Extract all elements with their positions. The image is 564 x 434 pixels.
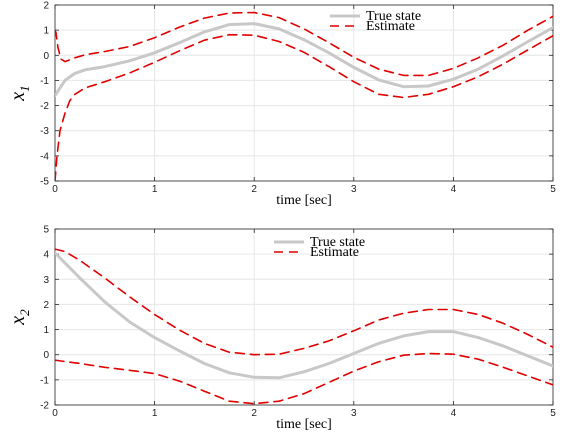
x-tick-label: 3 (351, 184, 357, 195)
x-tick-label: 0 (52, 408, 58, 419)
x-tick-label: 0 (52, 184, 58, 195)
y-axis-label-subscript: 1 (17, 85, 32, 92)
y-tick-label: -1 (40, 76, 49, 87)
x-tick-label: 3 (351, 408, 357, 419)
y-tick-label: 1 (43, 26, 49, 37)
y-tick-label: -2 (40, 401, 49, 412)
y-tick-label: -5 (40, 177, 49, 188)
y-tick-label: 2 (43, 1, 49, 12)
y-tick-label: -3 (40, 126, 49, 137)
estimate-lower-line (55, 352, 553, 405)
y-tick-label: -1 (40, 375, 49, 386)
y-tick-label: 3 (43, 275, 49, 286)
x-tick-label: 1 (152, 408, 158, 419)
y-axis-label: x2 (7, 309, 32, 326)
x-tick-label: 2 (251, 184, 257, 195)
y-axis-label-main: x (7, 316, 29, 326)
x-tick-label: 1 (152, 184, 158, 195)
y-axis-label-main: x (7, 92, 29, 102)
true-state-line (55, 251, 553, 380)
y-tick-label: 1 (43, 325, 49, 336)
x-tick-label: 5 (550, 184, 556, 195)
estimate-upper-line (55, 11, 553, 77)
y-tick-label: 0 (43, 51, 49, 62)
y-tick-label: 0 (43, 350, 49, 361)
axes-box (54, 4, 554, 182)
legend-label-estimate: Estimate (310, 245, 359, 260)
y-tick-label: 2 (43, 300, 49, 311)
legend-label-true-state: True state (310, 235, 365, 250)
x-axis-label: time [sec] (276, 417, 332, 432)
x-axis-label: time [sec] (276, 193, 332, 208)
y-tick-label: -2 (40, 101, 49, 112)
y-tick-label: -4 (40, 151, 49, 162)
x-tick-label: 2 (251, 408, 257, 419)
y-tick-label: 5 (43, 225, 49, 236)
y-axis-label: x1 (7, 85, 32, 101)
axes-box (54, 228, 554, 406)
estimate-lower-line (55, 33, 553, 181)
x-tick-label: 4 (451, 184, 457, 195)
x-tick-label: 5 (550, 408, 556, 419)
true-state-line (55, 22, 553, 97)
y-axis-label-subscript: 2 (17, 309, 32, 316)
x-tick-label: 4 (451, 408, 457, 419)
legend-label-true-state: True state (366, 9, 421, 24)
y-tick-label: 4 (43, 250, 49, 261)
legend-label-estimate: Estimate (366, 19, 415, 34)
